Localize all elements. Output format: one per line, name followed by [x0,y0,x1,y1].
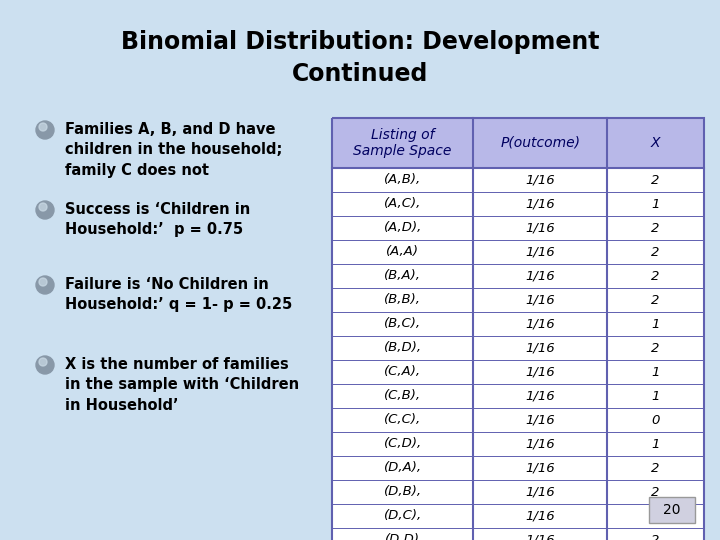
Text: 1/16: 1/16 [526,318,555,330]
Text: X: X [651,136,660,150]
Circle shape [39,278,47,286]
Text: Binomial Distribution: Development: Binomial Distribution: Development [121,30,599,54]
Text: X is the number of families
in the sample with ‘Children
in Household’: X is the number of families in the sampl… [65,357,299,413]
Text: 1/16: 1/16 [526,173,555,186]
Text: 1/16: 1/16 [526,269,555,282]
Text: 1: 1 [652,198,660,211]
Text: (B,A),: (B,A), [384,269,421,282]
Text: 1/16: 1/16 [526,246,555,259]
FancyBboxPatch shape [649,497,695,523]
Text: 1/16: 1/16 [526,341,555,354]
Text: (C,B),: (C,B), [384,389,421,402]
Circle shape [36,276,54,294]
Circle shape [36,121,54,139]
Text: (C,A),: (C,A), [384,366,421,379]
Bar [332,168,704,540]
Text: (A,A): (A,A) [386,246,419,259]
Text: 2: 2 [652,269,660,282]
Text: 0: 0 [652,414,660,427]
Text: 2: 2 [652,341,660,354]
Text: 1/16: 1/16 [526,389,555,402]
Text: 2: 2 [652,246,660,259]
Text: 1/16: 1/16 [526,198,555,211]
Circle shape [39,123,47,131]
Text: (D,C),: (D,C), [384,510,422,523]
Text: 2: 2 [652,462,660,475]
Text: 2: 2 [652,221,660,234]
Text: (D,D): (D,D) [385,534,420,540]
Text: 1: 1 [652,389,660,402]
Text: 20: 20 [663,503,680,517]
Text: (A,C),: (A,C), [384,198,421,211]
Text: 2: 2 [652,294,660,307]
Text: Continued: Continued [292,62,428,86]
Text: (D,A),: (D,A), [384,462,422,475]
Text: P(outcome): P(outcome) [500,136,580,150]
Text: (B,D),: (B,D), [384,341,422,354]
Text: 1: 1 [652,437,660,450]
Text: 1/16: 1/16 [526,437,555,450]
Text: 1/16: 1/16 [526,462,555,475]
Text: (B,B),: (B,B), [384,294,421,307]
Text: (A,D),: (A,D), [384,221,422,234]
Text: (C,D),: (C,D), [384,437,422,450]
Bar [332,118,704,540]
Text: (A,B),: (A,B), [384,173,421,186]
Text: Listing of
Sample Space: Listing of Sample Space [354,128,452,158]
Text: Failure is ‘No Children in
Household:’ q = 1- p = 0.25: Failure is ‘No Children in Household:’ q… [65,277,292,313]
Circle shape [36,356,54,374]
Text: 1: 1 [652,366,660,379]
Text: 1: 1 [652,510,660,523]
Text: 2: 2 [652,485,660,498]
Text: (C,C),: (C,C), [384,414,421,427]
Text: 1/16: 1/16 [526,485,555,498]
Bar [332,118,704,168]
Text: (B,C),: (B,C), [384,318,421,330]
Text: 1/16: 1/16 [526,294,555,307]
Text: 2: 2 [652,173,660,186]
Text: 1: 1 [652,318,660,330]
Circle shape [39,358,47,366]
Circle shape [39,203,47,211]
Text: 2: 2 [652,534,660,540]
Text: Success is ‘Children in
Household:’  p = 0.75: Success is ‘Children in Household:’ p = … [65,202,251,238]
Text: 1/16: 1/16 [526,414,555,427]
Text: 1/16: 1/16 [526,510,555,523]
Circle shape [36,201,54,219]
Text: Families A, B, and D have
children in the household;
family C does not: Families A, B, and D have children in th… [65,122,282,178]
Text: 1/16: 1/16 [526,366,555,379]
Text: 1/16: 1/16 [526,534,555,540]
Text: (D,B),: (D,B), [384,485,422,498]
Text: 1/16: 1/16 [526,221,555,234]
